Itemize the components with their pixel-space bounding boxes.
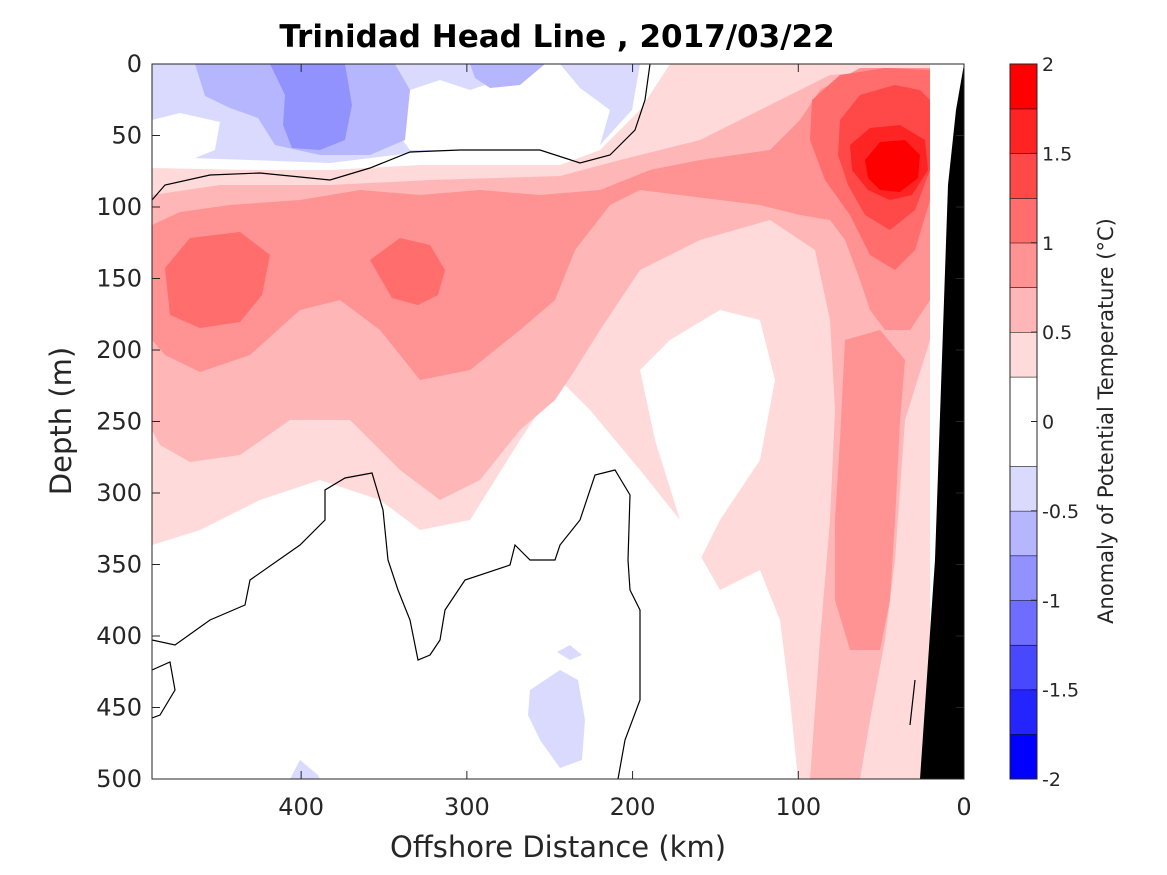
chart-title: Trinidad Head Line , 2017/03/22 [279, 19, 834, 55]
y-tick-label: 150 [96, 265, 142, 293]
y-tick-label: 250 [96, 408, 142, 436]
colorbar-tick-label: -1.5 [1042, 680, 1079, 702]
colorbar-swatch [1010, 243, 1037, 288]
colorbar-swatch [1010, 466, 1037, 511]
y-tick-label: 500 [96, 765, 142, 793]
colorbar-swatch [1010, 332, 1037, 377]
colorbar-swatch [1010, 153, 1037, 198]
colorbar-tick-label: -2 [1042, 769, 1061, 791]
colorbar-swatch [1010, 511, 1037, 556]
colorbar-label: Anomaly of Potential Temperature (°C) [1094, 218, 1118, 624]
colorbar-swatch [1010, 287, 1037, 332]
contour-figure: Trinidad Head Line , 2017/03/22 [0, 0, 1167, 875]
colorbar-tick-label: 0.5 [1042, 322, 1072, 344]
colorbar-swatch [1010, 645, 1037, 690]
x-tick-label: 0 [956, 793, 971, 821]
colorbar-tick-label: -0.5 [1042, 501, 1079, 523]
y-tick-label: 300 [96, 479, 142, 507]
colorbar-tick-label: 0 [1042, 412, 1054, 434]
colorbar-tick-label: 1.5 [1042, 143, 1072, 165]
colorbar-swatch [1010, 109, 1037, 154]
colorbar-tick-label: 2 [1042, 54, 1054, 76]
y-tick-label: 100 [96, 193, 142, 221]
y-tick-label: 50 [111, 122, 142, 150]
y-tick-label: 350 [96, 551, 142, 579]
colorbar: 2 1.5 1 0.5 0 -0.5 -1 -1.5 -2 [1010, 54, 1079, 791]
x-tick-label: 400 [278, 793, 324, 821]
colorbar-swatch [1010, 64, 1037, 109]
x-tick-label: 300 [444, 793, 490, 821]
colorbar-swatch [1010, 556, 1037, 601]
y-tick-label: 200 [96, 336, 142, 364]
colorbar-tick-label: -1 [1042, 590, 1061, 612]
colorbar-swatch [1010, 690, 1037, 735]
x-tick-label: 200 [610, 793, 656, 821]
y-tick-label: 400 [96, 622, 142, 650]
colorbar-swatch [1010, 600, 1037, 645]
colorbar-swatch [1010, 198, 1037, 243]
y-axis-label: Depth (m) [44, 347, 78, 495]
x-axis-label: Offshore Distance (km) [390, 830, 726, 864]
colorbar-tick-label: 1 [1042, 233, 1054, 255]
x-tick-label: 100 [775, 793, 821, 821]
y-tick-label: 0 [127, 50, 142, 78]
colorbar-swatch [1010, 734, 1037, 779]
y-tick-label: 450 [96, 694, 142, 722]
